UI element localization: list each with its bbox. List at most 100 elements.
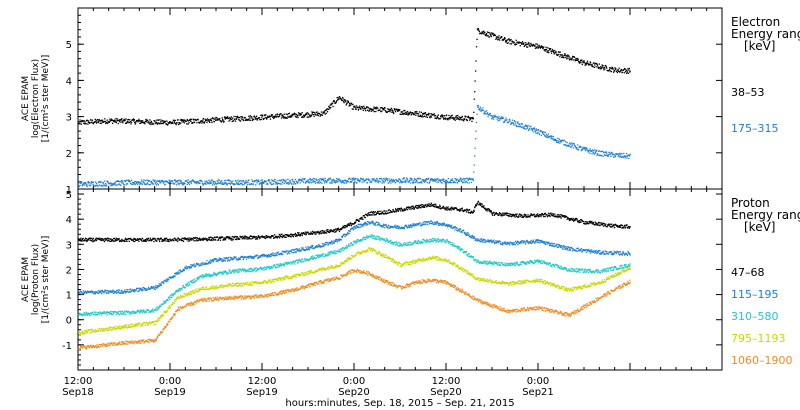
data-point (462, 119, 464, 121)
data-point (600, 150, 602, 153)
data-point (229, 117, 232, 119)
data-point (401, 111, 404, 113)
data-point (549, 215, 551, 217)
data-point (158, 119, 160, 121)
data-point (377, 107, 379, 109)
data-point (307, 180, 309, 182)
data-point (588, 249, 590, 251)
data-point (429, 115, 432, 117)
data-point (481, 238, 483, 240)
data-point (609, 66, 611, 69)
data-point (90, 291, 92, 293)
data-point (623, 72, 625, 74)
data-point (128, 237, 130, 240)
data-point (224, 117, 226, 119)
data-point (517, 41, 520, 44)
data-point (267, 179, 269, 182)
data-point (359, 218, 361, 220)
data-point (362, 218, 364, 220)
data-point (481, 33, 483, 35)
data-point (514, 216, 516, 218)
data-point (552, 136, 554, 138)
data-point (79, 184, 81, 187)
data-point (604, 151, 606, 154)
data-point (456, 117, 458, 119)
data-point (498, 240, 500, 242)
data-point (328, 106, 330, 108)
data-point (224, 183, 226, 185)
data-point (512, 243, 514, 245)
data-point (141, 121, 143, 124)
data-point (155, 184, 157, 186)
data-point (283, 182, 285, 185)
data-point (304, 249, 306, 251)
data-point (173, 240, 175, 242)
data-point (597, 251, 600, 253)
data-point (504, 242, 507, 244)
data-point (524, 215, 526, 217)
data-point (287, 113, 290, 115)
data-point (244, 181, 246, 183)
data-point (124, 181, 127, 183)
data-point (423, 205, 425, 208)
data-point (377, 181, 380, 183)
data-point (606, 226, 608, 228)
data-point (580, 248, 583, 250)
data-point (124, 122, 127, 124)
data-point (155, 286, 157, 289)
data-point (264, 237, 267, 240)
data-point (337, 229, 339, 231)
data-point (274, 114, 277, 116)
data-point (176, 181, 178, 183)
data-point (160, 123, 163, 125)
data-point (305, 113, 307, 115)
data-point (262, 118, 265, 121)
data-point (176, 238, 178, 240)
data-point (283, 117, 285, 119)
data-point (163, 120, 165, 122)
data-point (555, 53, 558, 55)
data-point (606, 152, 608, 154)
data-point (590, 62, 592, 64)
data-point (406, 179, 409, 181)
data-point (120, 291, 122, 293)
data-point (354, 221, 357, 224)
data-point (518, 42, 520, 44)
data-point (106, 292, 108, 294)
data-point (546, 135, 548, 137)
data-point (515, 43, 518, 45)
data-point (262, 181, 264, 183)
data-point (155, 239, 157, 241)
data-point (192, 239, 194, 241)
data-point (157, 184, 159, 186)
data-point (133, 289, 135, 291)
data-point (217, 259, 219, 262)
data-point (613, 70, 615, 72)
data-point (468, 116, 470, 118)
data-point (424, 179, 427, 181)
data-point (543, 131, 545, 133)
data-point (245, 119, 247, 121)
data-point (137, 181, 139, 183)
data-point (362, 178, 364, 180)
data-point (474, 207, 476, 209)
data-point (560, 246, 562, 249)
data-point (548, 52, 550, 54)
data-point (578, 60, 580, 63)
data-point (401, 113, 403, 115)
data-point (429, 203, 431, 205)
data-point (95, 237, 97, 239)
data-point (585, 64, 587, 66)
data-point (274, 234, 276, 236)
data-point (106, 185, 108, 187)
data-point (608, 223, 611, 225)
data-point (463, 120, 465, 122)
data-point (394, 109, 396, 111)
data-point (230, 180, 232, 182)
data-point (186, 183, 188, 185)
data-point (420, 181, 422, 183)
data-point (190, 181, 192, 183)
data-point (611, 223, 613, 225)
data-point (592, 149, 594, 152)
data-point (604, 154, 606, 156)
